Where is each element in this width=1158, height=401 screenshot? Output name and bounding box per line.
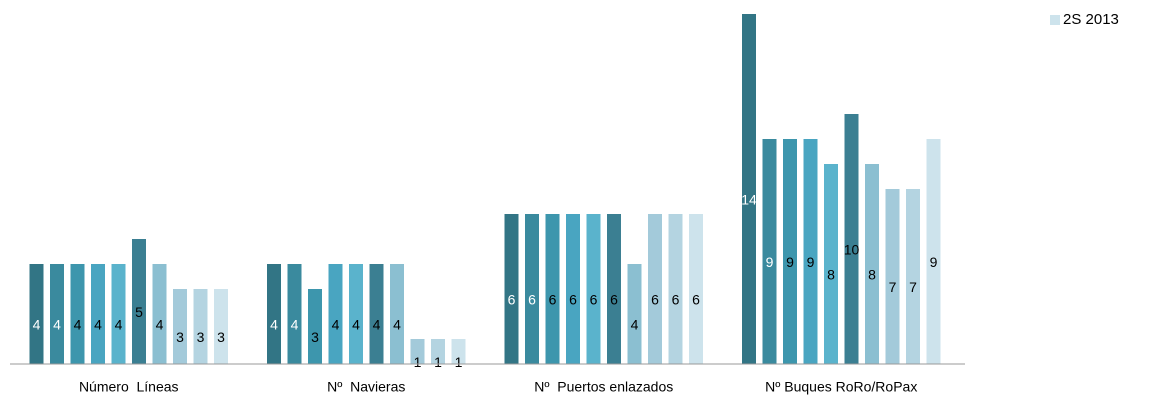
bar <box>29 264 44 364</box>
data-label: 4 <box>352 317 360 333</box>
data-label: 6 <box>590 292 598 308</box>
data-label: 6 <box>549 292 557 308</box>
data-label: 3 <box>311 329 319 345</box>
bar <box>566 214 580 364</box>
bar <box>111 264 126 364</box>
data-label: 8 <box>827 267 835 283</box>
bar <box>762 139 777 364</box>
bar <box>844 114 859 364</box>
data-label: 1 <box>434 354 442 370</box>
bar <box>193 289 208 364</box>
bar <box>824 164 838 364</box>
bar <box>627 264 642 364</box>
data-label: 6 <box>528 292 536 308</box>
bar <box>906 189 920 364</box>
data-label: 1 <box>414 354 422 370</box>
bar <box>328 264 343 364</box>
data-label: 4 <box>373 317 381 333</box>
bar <box>525 214 539 364</box>
bar <box>865 164 879 364</box>
x-tick-label: Número Líneas <box>79 379 179 395</box>
x-tick-label: Nº Navieras <box>327 379 405 395</box>
bar <box>152 264 167 364</box>
bar <box>132 239 146 364</box>
bar <box>50 264 64 364</box>
bar <box>287 264 302 364</box>
legend-label: 2S 2013 <box>1063 11 1119 28</box>
bar <box>390 264 404 364</box>
data-label: 4 <box>53 317 61 333</box>
data-label: 6 <box>672 292 680 308</box>
bar <box>803 139 818 364</box>
bar <box>607 214 621 364</box>
bar <box>349 264 363 364</box>
x-tick-label: Nº Buques RoRo/RoPax <box>765 379 917 395</box>
data-label: 9 <box>766 254 774 270</box>
data-label: 10 <box>844 242 860 258</box>
bar <box>308 289 322 364</box>
legend-swatch <box>1050 15 1060 25</box>
data-label: 6 <box>610 292 618 308</box>
data-label: 4 <box>94 317 102 333</box>
bar <box>431 339 445 364</box>
bar <box>926 139 941 364</box>
data-label: 3 <box>217 329 225 345</box>
bar <box>451 339 466 364</box>
bar <box>545 214 560 364</box>
data-label: 4 <box>156 317 164 333</box>
data-label: 5 <box>135 304 143 320</box>
bar <box>689 214 703 364</box>
data-label: 6 <box>651 292 659 308</box>
data-label: 1 <box>455 354 463 370</box>
bar <box>668 214 683 364</box>
bar <box>267 264 281 364</box>
data-label: 7 <box>889 279 897 295</box>
data-label: 3 <box>176 329 184 345</box>
bar <box>91 264 105 364</box>
bar <box>369 264 384 364</box>
data-label: 4 <box>291 317 299 333</box>
data-label: 9 <box>786 254 794 270</box>
bar <box>504 214 519 364</box>
data-label: 4 <box>270 317 278 333</box>
bar <box>742 14 756 364</box>
data-label: 9 <box>807 254 815 270</box>
data-label: 6 <box>692 292 700 308</box>
data-label: 3 <box>197 329 205 345</box>
bar <box>410 339 425 364</box>
data-label: 8 <box>868 267 876 283</box>
bar <box>885 189 900 364</box>
data-label: 6 <box>508 292 516 308</box>
bar <box>173 289 187 364</box>
bar <box>214 289 228 364</box>
data-label: 4 <box>393 317 401 333</box>
data-label: 4 <box>332 317 340 333</box>
data-label: 4 <box>631 317 639 333</box>
data-label: 7 <box>909 279 917 295</box>
bar <box>783 139 797 364</box>
x-tick-label: Nº Puertos enlazados <box>534 379 673 395</box>
data-label: 4 <box>74 317 82 333</box>
bar <box>586 214 601 364</box>
data-label: 14 <box>741 192 757 208</box>
bar <box>648 214 662 364</box>
data-label: 4 <box>33 317 41 333</box>
bar <box>70 264 85 364</box>
data-label: 4 <box>115 317 123 333</box>
data-label: 6 <box>569 292 577 308</box>
data-label: 9 <box>930 254 938 270</box>
